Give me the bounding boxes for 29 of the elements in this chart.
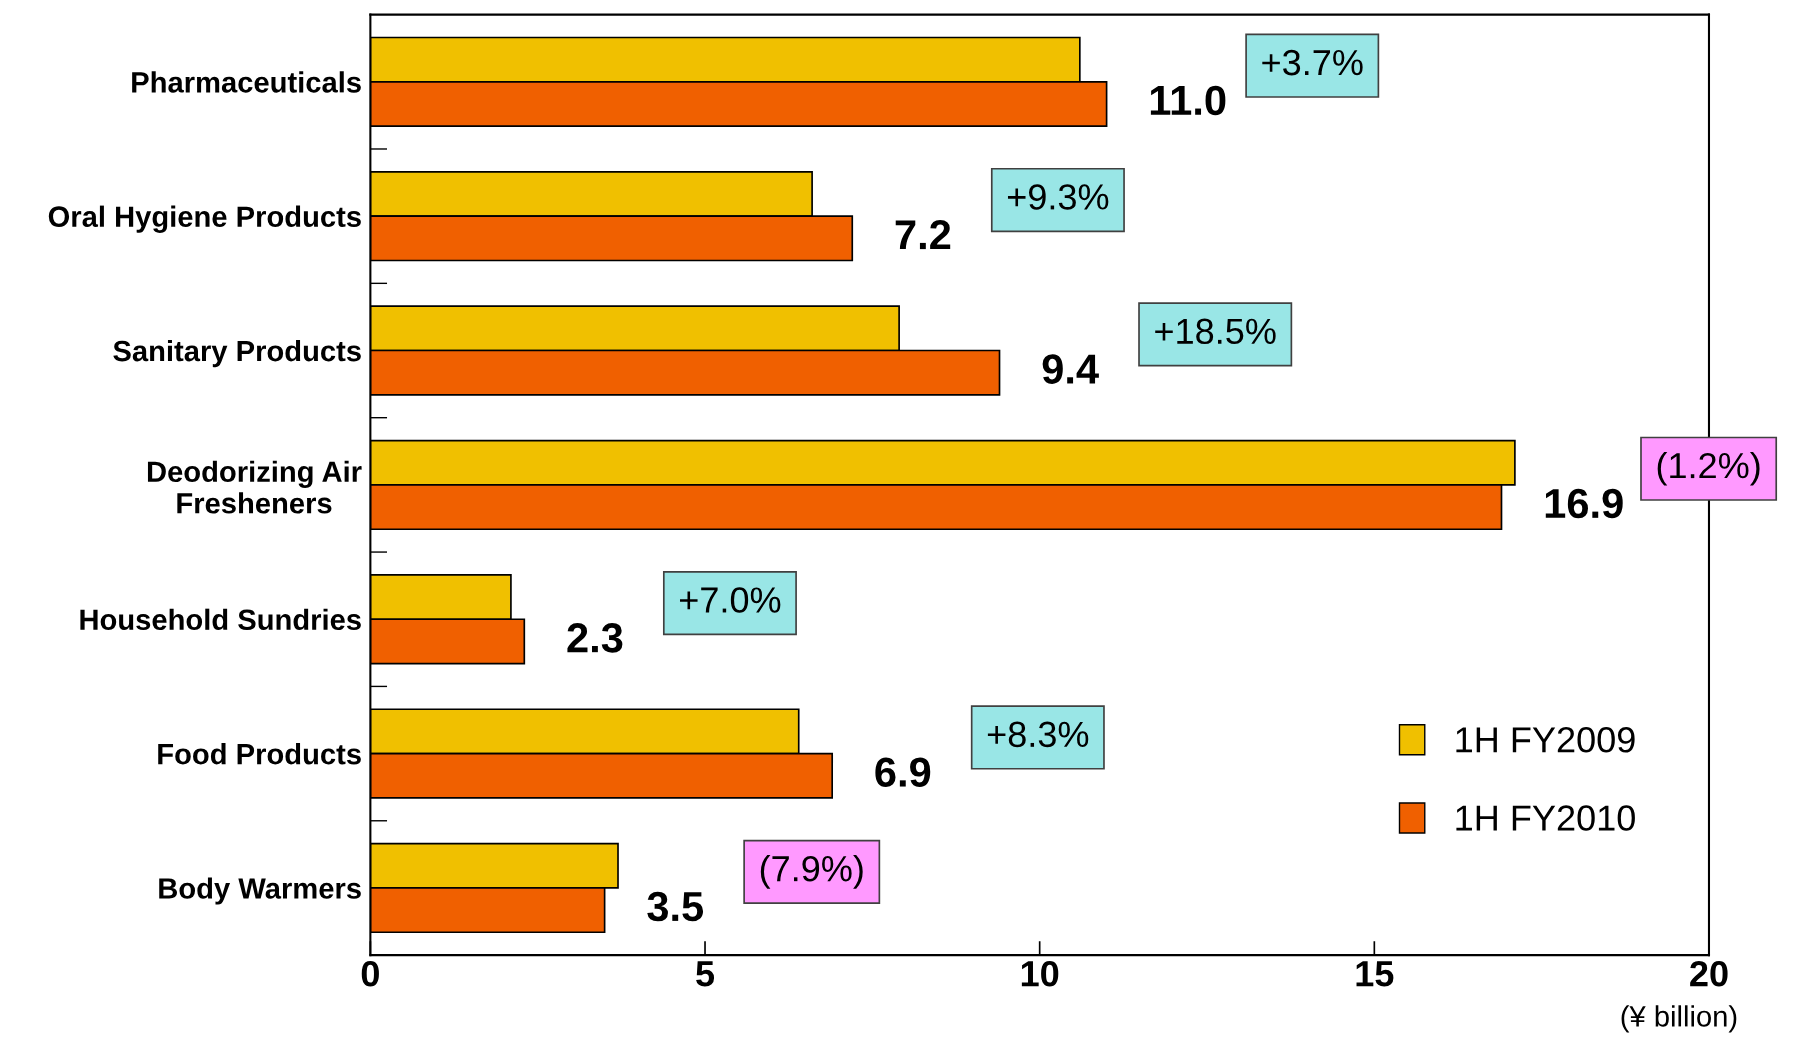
data-label: 2.3 <box>567 623 623 653</box>
annotation: +18.5% <box>1155 318 1276 345</box>
annotation: (1.2%) <box>1657 451 1760 486</box>
data-label: 11.0 <box>1150 85 1226 116</box>
annotation: +9.3% <box>1007 184 1109 210</box>
text: (¥ billion) <box>1621 1005 1737 1033</box>
y-tick-label: Food Products <box>158 743 361 765</box>
legend-label: 1H FY2010 <box>1456 805 1635 831</box>
y-tick-label: Household Sundries <box>80 608 361 631</box>
data-label: 7.2 <box>895 220 951 250</box>
legend-label: 1H FY2009 <box>1456 727 1635 753</box>
y-tick-label: Oral Hygiene Products <box>48 205 361 233</box>
x-tick-label: 0 <box>361 960 379 987</box>
x-tick-label: 5 <box>696 961 715 987</box>
y-tick-label: Body Warmers <box>159 877 361 905</box>
annotation: +7.0% <box>680 587 781 613</box>
data-label: 16.9 <box>1545 488 1623 519</box>
data-label: 6.9 <box>875 757 931 787</box>
x-tick-label: 10 <box>1021 960 1059 987</box>
annotation: (7.9%) <box>760 855 863 889</box>
annotation: +3.7% <box>1262 49 1363 76</box>
y-tick-label: Deodorizing Air Fresheners <box>147 460 362 514</box>
y-tick-label: Pharmaceuticals <box>132 71 361 93</box>
annotation: +8.3% <box>987 721 1089 748</box>
x-tick-label: 20 <box>1690 960 1728 987</box>
data-label: 3.5 <box>647 891 704 922</box>
data-label: 9.4 <box>1042 354 1099 384</box>
x-tick-label: 15 <box>1356 961 1394 987</box>
y-tick-label: Sanitary Products <box>113 339 361 368</box>
